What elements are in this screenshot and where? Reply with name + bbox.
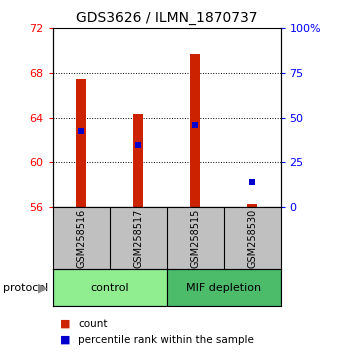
Text: control: control xyxy=(90,282,129,293)
Bar xyxy=(190,54,200,207)
Bar xyxy=(167,269,280,306)
Bar xyxy=(133,114,143,207)
Text: ■: ■ xyxy=(59,335,70,345)
Text: protocol: protocol xyxy=(3,282,49,293)
Text: percentile rank within the sample: percentile rank within the sample xyxy=(78,335,254,345)
Bar xyxy=(76,79,86,207)
Text: ■: ■ xyxy=(59,319,70,329)
Text: GSM258516: GSM258516 xyxy=(76,209,86,268)
Text: ▶: ▶ xyxy=(38,281,47,294)
Text: GSM258530: GSM258530 xyxy=(247,209,257,268)
Text: MIF depletion: MIF depletion xyxy=(186,282,261,293)
Bar xyxy=(247,204,257,207)
Bar xyxy=(53,269,167,306)
Title: GDS3626 / ILMN_1870737: GDS3626 / ILMN_1870737 xyxy=(76,11,257,24)
Text: GSM258517: GSM258517 xyxy=(133,209,143,268)
Text: count: count xyxy=(78,319,108,329)
Text: GSM258515: GSM258515 xyxy=(190,209,200,268)
